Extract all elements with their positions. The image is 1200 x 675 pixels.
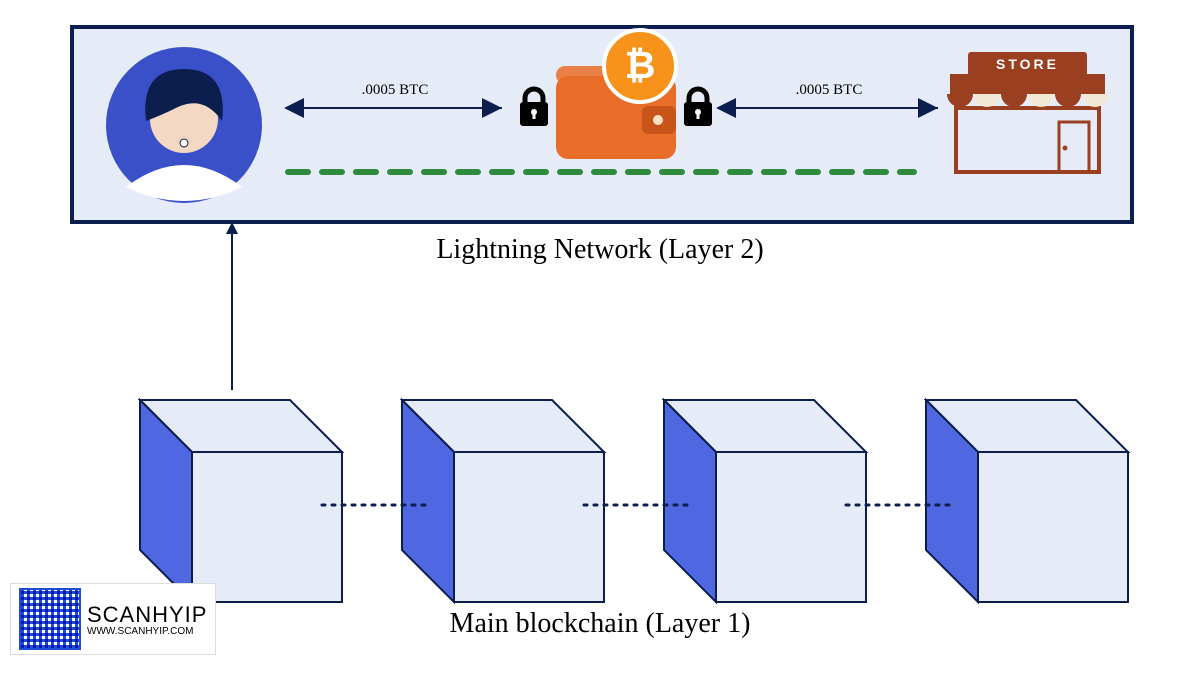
watermark-brand: SCANHYIP <box>87 602 207 628</box>
block-cube-1 <box>140 400 342 602</box>
block-cube-3 <box>664 400 866 602</box>
watermark-url: WWW.SCANHYIP.COM <box>87 626 207 637</box>
block-cube-2 <box>402 400 604 602</box>
watermark-badge: SCANHYIP WWW.SCANHYIP.COM <box>10 583 216 655</box>
user-avatar-icon <box>106 47 262 203</box>
svg-text:STORE: STORE <box>996 56 1059 72</box>
svg-text:₿: ₿ <box>625 45 656 87</box>
amount-left: .0005 BTC <box>362 82 429 98</box>
amount-right: .0005 BTC <box>796 82 863 98</box>
layer2-title: Lightning Network (Layer 2) <box>436 234 763 265</box>
diagram-canvas: .0005 BTC .0005 BTC ₿ STORE Lightning Networ… <box>0 0 1200 675</box>
qr-icon <box>19 588 81 650</box>
block-cube-4 <box>926 400 1128 602</box>
layer1-title: Main blockchain (Layer 1) <box>450 608 751 639</box>
